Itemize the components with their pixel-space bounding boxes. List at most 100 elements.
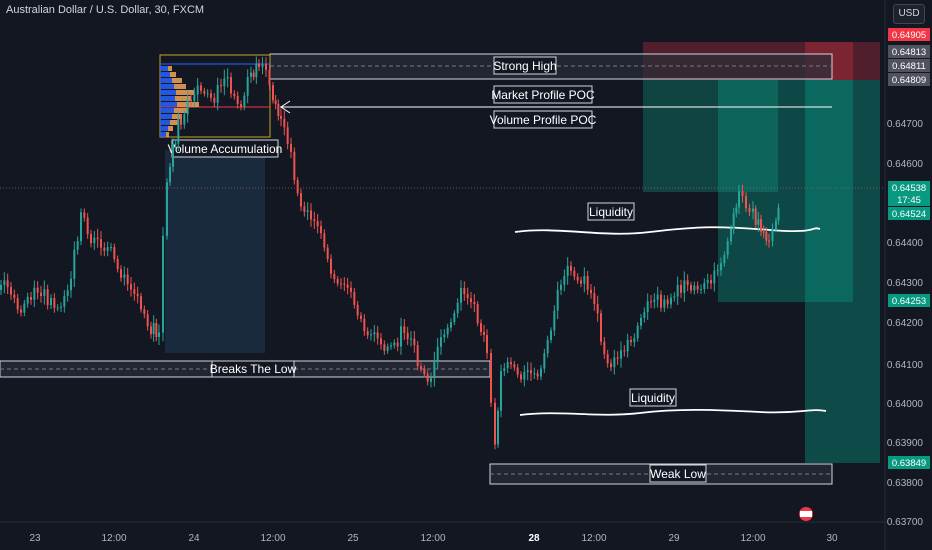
price-badge — [888, 456, 930, 469]
candle-body — [590, 289, 592, 294]
vp-bar-sell — [170, 120, 178, 125]
candle-body — [543, 353, 546, 369]
candle-body — [336, 279, 339, 284]
x-tick-label: 12:00 — [101, 533, 126, 544]
price-badge-label: 17:45 — [897, 195, 921, 206]
candle-body — [673, 296, 676, 298]
candle-body — [653, 299, 656, 302]
candle-body — [0, 285, 2, 290]
candle-body — [326, 247, 329, 259]
candle-body — [106, 247, 109, 251]
candle-body — [20, 309, 22, 313]
price-badge — [888, 193, 930, 206]
candle-body — [316, 221, 319, 227]
vp-bar-sell — [170, 72, 176, 77]
volume-poc-label-box — [493, 110, 593, 129]
candle-body — [436, 346, 439, 361]
candle-body — [133, 289, 136, 294]
candle-body — [560, 284, 562, 290]
candle-body — [43, 289, 46, 296]
y-tick-label: 0.64600 — [887, 159, 924, 170]
candle-body — [480, 323, 482, 332]
candle-body — [140, 296, 142, 310]
candle-body — [136, 293, 139, 297]
liquidity-bottom-label: Liquidity — [631, 391, 675, 405]
candle-body — [380, 338, 382, 345]
candle-body — [723, 255, 726, 264]
vp-bar-sell — [166, 132, 169, 137]
candle-body — [720, 263, 722, 271]
price-badge — [888, 73, 930, 86]
currency-button[interactable]: USD — [893, 4, 925, 24]
candle-body — [494, 402, 496, 445]
candle-body — [116, 258, 119, 270]
candle-body — [16, 298, 19, 310]
target-zone-2 — [718, 80, 853, 302]
candle-body — [413, 338, 416, 346]
candle-body — [573, 270, 576, 277]
candle-body — [606, 354, 609, 364]
candle-body — [430, 378, 432, 382]
candle-body — [600, 313, 602, 342]
candle-body — [216, 85, 219, 103]
y-tick-label: 0.64200 — [887, 318, 924, 329]
candle-body — [255, 63, 258, 78]
price-badge-label: 0.64809 — [892, 75, 926, 86]
candle-body — [76, 241, 79, 250]
price-axis[interactable]: 0.64700 0.64600 0.64400 0.64300 0.64200 0.641… — [887, 119, 924, 528]
y-tick-label: 0.63900 — [887, 438, 924, 449]
candle-body — [213, 97, 216, 103]
candle-body — [166, 182, 168, 236]
vp-bar-sell — [175, 96, 191, 101]
candle-body — [250, 72, 252, 77]
candle-body — [240, 104, 242, 107]
candle-body — [716, 270, 719, 272]
candle-body — [446, 327, 449, 335]
candle-body — [752, 208, 754, 212]
candle-body — [680, 284, 682, 293]
price-badge-label: 0.64253 — [892, 296, 926, 307]
candle-body — [350, 287, 352, 292]
candle-body — [566, 265, 569, 277]
candle-body — [100, 239, 102, 248]
vp-bar-buy — [160, 78, 172, 83]
candle-body — [540, 368, 542, 377]
candle-body — [46, 289, 49, 306]
candle-body — [466, 294, 469, 299]
candle-body — [460, 288, 462, 303]
candle-body — [630, 340, 632, 343]
candle-body — [693, 285, 696, 291]
candle-body — [757, 219, 760, 225]
candle-body — [670, 297, 672, 305]
candle-body — [130, 284, 132, 290]
candle-body — [760, 219, 762, 232]
candle-body — [103, 247, 106, 251]
market-poc-label: Market Profile POC — [491, 88, 595, 102]
candle-body — [700, 289, 702, 291]
candle-body — [220, 85, 222, 87]
price-badges: 0.64905 0.64813 0.64811 0.64809 0.6453817:45… — [888, 28, 930, 469]
candle-body — [265, 64, 267, 70]
candle-body — [550, 330, 552, 340]
candle-body — [303, 206, 306, 212]
candle-body — [300, 193, 302, 207]
candle-body — [726, 241, 729, 256]
candle-body — [33, 287, 36, 300]
candle-body — [420, 366, 422, 369]
candle-body — [343, 283, 346, 285]
candle-body — [396, 342, 399, 347]
candle-body — [775, 220, 777, 229]
candle-body — [393, 342, 396, 346]
candle-body — [293, 151, 296, 181]
candle-body — [223, 78, 226, 87]
candle-body — [80, 212, 82, 242]
poc-arrow — [280, 100, 291, 114]
volume-poc-label: Volume Profile POC — [490, 113, 597, 127]
candle-body — [283, 118, 286, 128]
time-axis[interactable]: 23 12:00 24 12:00 25 12:00 28 12:00 29 12:00 30 — [29, 533, 838, 544]
candle-body — [633, 338, 636, 343]
candle-body — [626, 340, 629, 352]
price-badge — [888, 181, 930, 194]
candle-body — [60, 306, 62, 308]
